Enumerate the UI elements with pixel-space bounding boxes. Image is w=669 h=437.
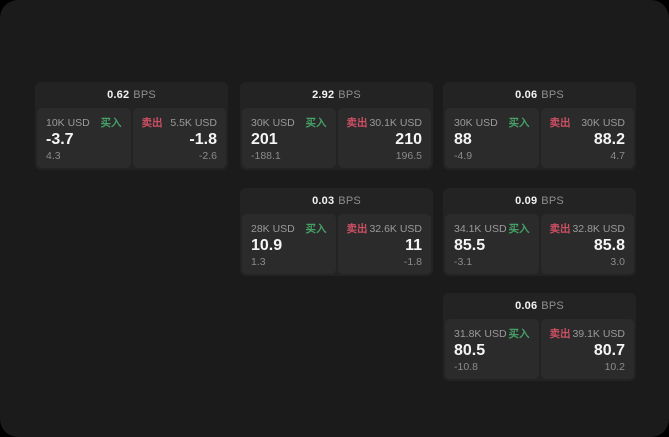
spread-unit: BPS — [541, 300, 564, 312]
spread-unit: BPS — [133, 89, 156, 101]
spread-value: 0.06 — [515, 89, 538, 101]
sell-delta: -1.8 — [403, 256, 422, 268]
quote-card: 0.06 BPS 31.8K USD 买入 80.5 -10.8 卖出 39.1… — [443, 293, 636, 381]
buy-delta: 4.3 — [46, 150, 61, 162]
buy-price: 10.9 — [251, 237, 283, 255]
buy-price: -3.7 — [46, 131, 74, 149]
spread-header: 0.03 BPS — [240, 188, 433, 214]
spread-value: 0.62 — [107, 89, 130, 101]
buy-delta: -10.8 — [454, 361, 478, 373]
buy-tag: 买入 — [508, 328, 530, 340]
sell-quote-tile[interactable]: 卖出 32.8K USD 85.8 3.0 — [540, 214, 634, 274]
quote-body: 30K USD 买入 201 -188.1 卖出 30.1K USD 210 1… — [240, 108, 433, 170]
quote-card: 2.92 BPS 30K USD 买入 201 -188.1 卖出 30.1K … — [240, 82, 433, 170]
sell-size: 30K USD — [581, 116, 625, 129]
buy-size: 31.8K USD — [454, 327, 507, 340]
sell-delta: 196.5 — [395, 150, 422, 162]
sell-price: 85.8 — [593, 237, 625, 255]
sell-price: 210 — [395, 131, 422, 149]
sell-tag: 卖出 — [346, 223, 368, 235]
sell-tag: 卖出 — [549, 117, 571, 129]
sell-size: 39.1K USD — [572, 327, 625, 340]
sell-delta: 4.7 — [610, 150, 625, 162]
sell-tag: 卖出 — [549, 223, 571, 235]
sell-quote-tile[interactable]: 卖出 5.5K USD -1.8 -2.6 — [132, 108, 226, 168]
sell-delta: 3.0 — [610, 256, 625, 268]
sell-tag: 卖出 — [549, 328, 571, 340]
buy-size: 10K USD — [46, 116, 90, 129]
buy-delta: 1.3 — [251, 256, 266, 268]
quote-body: 34.1K USD 买入 85.5 -3.1 卖出 32.8K USD 85.8… — [443, 214, 636, 276]
sell-price: -1.8 — [189, 131, 217, 149]
quote-card: 0.09 BPS 34.1K USD 买入 85.5 -3.1 卖出 32.8K… — [443, 188, 636, 276]
quote-card: 0.03 BPS 28K USD 买入 10.9 1.3 卖出 32.6K US… — [240, 188, 433, 276]
buy-quote-tile[interactable]: 30K USD 买入 201 -188.1 — [242, 108, 336, 168]
sell-tag: 卖出 — [346, 117, 368, 129]
sell-size: 32.8K USD — [572, 222, 625, 235]
spread-value: 0.06 — [515, 300, 538, 312]
buy-size: 28K USD — [251, 222, 295, 235]
spread-header: 0.62 BPS — [35, 82, 228, 108]
buy-price: 201 — [251, 131, 278, 149]
spread-value: 0.03 — [312, 195, 335, 207]
spread-header: 0.09 BPS — [443, 188, 636, 214]
spread-header: 0.06 BPS — [443, 82, 636, 108]
sell-tag: 卖出 — [141, 117, 163, 129]
spread-unit: BPS — [541, 195, 564, 207]
sell-size: 32.6K USD — [369, 222, 422, 235]
buy-tag: 买入 — [508, 223, 530, 235]
sell-quote-tile[interactable]: 卖出 39.1K USD 80.7 10.2 — [540, 319, 634, 379]
spread-header: 2.92 BPS — [240, 82, 433, 108]
buy-tag: 买入 — [305, 223, 327, 235]
spread-unit: BPS — [338, 195, 361, 207]
spread-unit: BPS — [541, 89, 564, 101]
spread-unit: BPS — [338, 89, 361, 101]
buy-price: 85.5 — [454, 237, 486, 255]
buy-quote-tile[interactable]: 34.1K USD 买入 85.5 -3.1 — [445, 214, 539, 274]
sell-quote-tile[interactable]: 卖出 30.1K USD 210 196.5 — [337, 108, 431, 168]
spread-value: 0.09 — [515, 195, 538, 207]
sell-price: 11 — [405, 237, 422, 255]
quote-body: 30K USD 买入 88 -4.9 卖出 30K USD 88.2 4.7 — [443, 108, 636, 170]
buy-quote-tile[interactable]: 10K USD 买入 -3.7 4.3 — [37, 108, 131, 168]
buy-quote-tile[interactable]: 30K USD 买入 88 -4.9 — [445, 108, 539, 168]
spread-value: 2.92 — [312, 89, 335, 101]
buy-tag: 买入 — [100, 117, 122, 129]
spread-header: 0.06 BPS — [443, 293, 636, 319]
buy-tag: 买入 — [305, 117, 327, 129]
buy-quote-tile[interactable]: 28K USD 买入 10.9 1.3 — [242, 214, 336, 274]
sell-size: 5.5K USD — [170, 116, 217, 129]
sell-size: 30.1K USD — [369, 116, 422, 129]
buy-price: 88 — [454, 131, 472, 149]
quote-card: 0.06 BPS 30K USD 买入 88 -4.9 卖出 30K USD 8… — [443, 82, 636, 170]
sell-delta: 10.2 — [604, 361, 625, 373]
buy-price: 80.5 — [454, 342, 486, 360]
buy-delta: -188.1 — [251, 150, 281, 162]
sell-quote-tile[interactable]: 卖出 32.6K USD 11 -1.8 — [337, 214, 431, 274]
buy-size: 34.1K USD — [454, 222, 507, 235]
buy-delta: -3.1 — [454, 256, 473, 268]
buy-tag: 买入 — [508, 117, 530, 129]
quote-body: 31.8K USD 买入 80.5 -10.8 卖出 39.1K USD 80.… — [443, 319, 636, 381]
sell-quote-tile[interactable]: 卖出 30K USD 88.2 4.7 — [540, 108, 634, 168]
buy-size: 30K USD — [251, 116, 295, 129]
quote-body: 10K USD 买入 -3.7 4.3 卖出 5.5K USD -1.8 -2.… — [35, 108, 228, 170]
buy-size: 30K USD — [454, 116, 498, 129]
quote-card: 0.62 BPS 10K USD 买入 -3.7 4.3 卖出 5.5K USD… — [35, 82, 228, 170]
quote-body: 28K USD 买入 10.9 1.3 卖出 32.6K USD 11 -1.8 — [240, 214, 433, 276]
buy-quote-tile[interactable]: 31.8K USD 买入 80.5 -10.8 — [445, 319, 539, 379]
sell-price: 88.2 — [593, 131, 625, 149]
buy-delta: -4.9 — [454, 150, 473, 162]
sell-price: 80.7 — [593, 342, 625, 360]
sell-delta: -2.6 — [198, 150, 217, 162]
